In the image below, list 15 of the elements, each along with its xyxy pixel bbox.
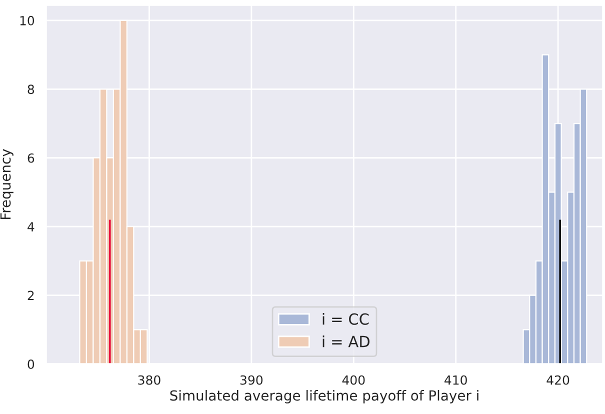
y-axis-title: Frequency (0, 149, 14, 220)
y-tick-label: 6 (28, 153, 34, 163)
y-tick-label: 2 (28, 290, 34, 300)
y-tick-label: 4 (28, 222, 34, 232)
x-tick-label: 390 (240, 375, 263, 385)
x-axis-title: Simulated average lifetime payoff of Player i (170, 390, 478, 404)
x-tick-label: 410 (444, 375, 467, 385)
legend-label: i = AD (322, 335, 370, 348)
y-tick-label: 0 (28, 359, 34, 369)
x-tick-label: 400 (342, 375, 365, 385)
y-tick-label: 10 (20, 16, 34, 26)
x-tick-label: 420 (546, 375, 570, 385)
x-tick-label: 380 (138, 375, 160, 385)
y-tick-label: 8 (28, 84, 34, 94)
legend-label: i = CC (322, 313, 369, 325)
